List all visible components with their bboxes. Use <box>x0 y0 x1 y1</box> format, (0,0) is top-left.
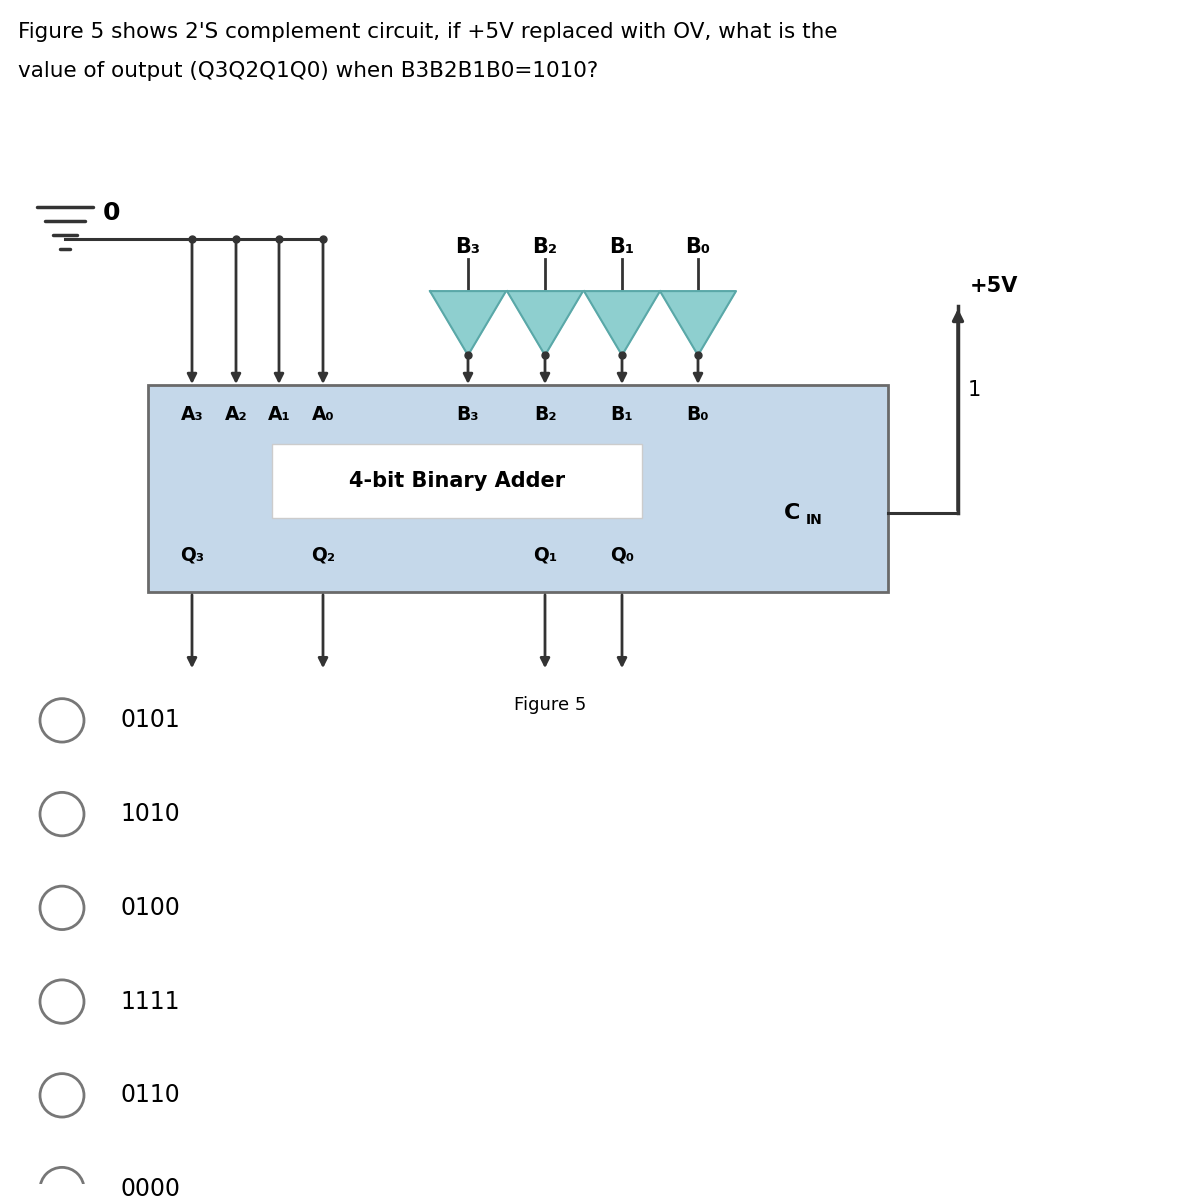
Text: 1111: 1111 <box>120 990 179 1014</box>
Polygon shape <box>507 292 583 355</box>
Text: Figure 5 shows 2'S complement circuit, if +5V replaced with OV, what is the: Figure 5 shows 2'S complement circuit, i… <box>18 22 838 42</box>
Text: 0100: 0100 <box>120 896 180 920</box>
Polygon shape <box>660 292 736 355</box>
Text: B₁: B₁ <box>609 236 635 257</box>
Text: 4-bit Binary Adder: 4-bit Binary Adder <box>349 472 565 491</box>
Text: C: C <box>783 503 800 523</box>
Text: 0101: 0101 <box>120 708 179 732</box>
Bar <box>148 385 888 592</box>
Text: B₀: B₀ <box>687 404 710 424</box>
Text: B₂: B₂ <box>534 404 557 424</box>
Text: A₀: A₀ <box>312 404 335 424</box>
Text: value of output (Q3Q2Q1Q0) when B3B2B1B0=1010?: value of output (Q3Q2Q1Q0) when B3B2B1B0… <box>18 61 598 82</box>
Text: 0: 0 <box>103 202 121 226</box>
Text: Q₁: Q₁ <box>533 545 557 564</box>
Text: Q₃: Q₃ <box>180 545 204 564</box>
Text: 0000: 0000 <box>120 1177 180 1200</box>
Text: B₀: B₀ <box>686 236 711 257</box>
Text: B₃: B₃ <box>456 236 481 257</box>
Text: B₃: B₃ <box>457 404 480 424</box>
Polygon shape <box>584 292 660 355</box>
Text: Q₀: Q₀ <box>610 545 634 564</box>
Text: A₁: A₁ <box>267 404 291 424</box>
Text: IN: IN <box>806 514 823 527</box>
Text: Q₂: Q₂ <box>311 545 335 564</box>
Text: 1010: 1010 <box>120 802 179 826</box>
Text: A₂: A₂ <box>224 404 247 424</box>
Text: 1: 1 <box>969 379 982 400</box>
Text: +5V: +5V <box>970 276 1018 296</box>
Text: A₃: A₃ <box>180 404 203 424</box>
Text: B₁: B₁ <box>610 404 634 424</box>
Text: Figure 5: Figure 5 <box>514 696 586 714</box>
Polygon shape <box>430 292 506 355</box>
Bar <box>272 444 642 518</box>
Text: B₂: B₂ <box>533 236 558 257</box>
Text: 0110: 0110 <box>120 1084 179 1108</box>
